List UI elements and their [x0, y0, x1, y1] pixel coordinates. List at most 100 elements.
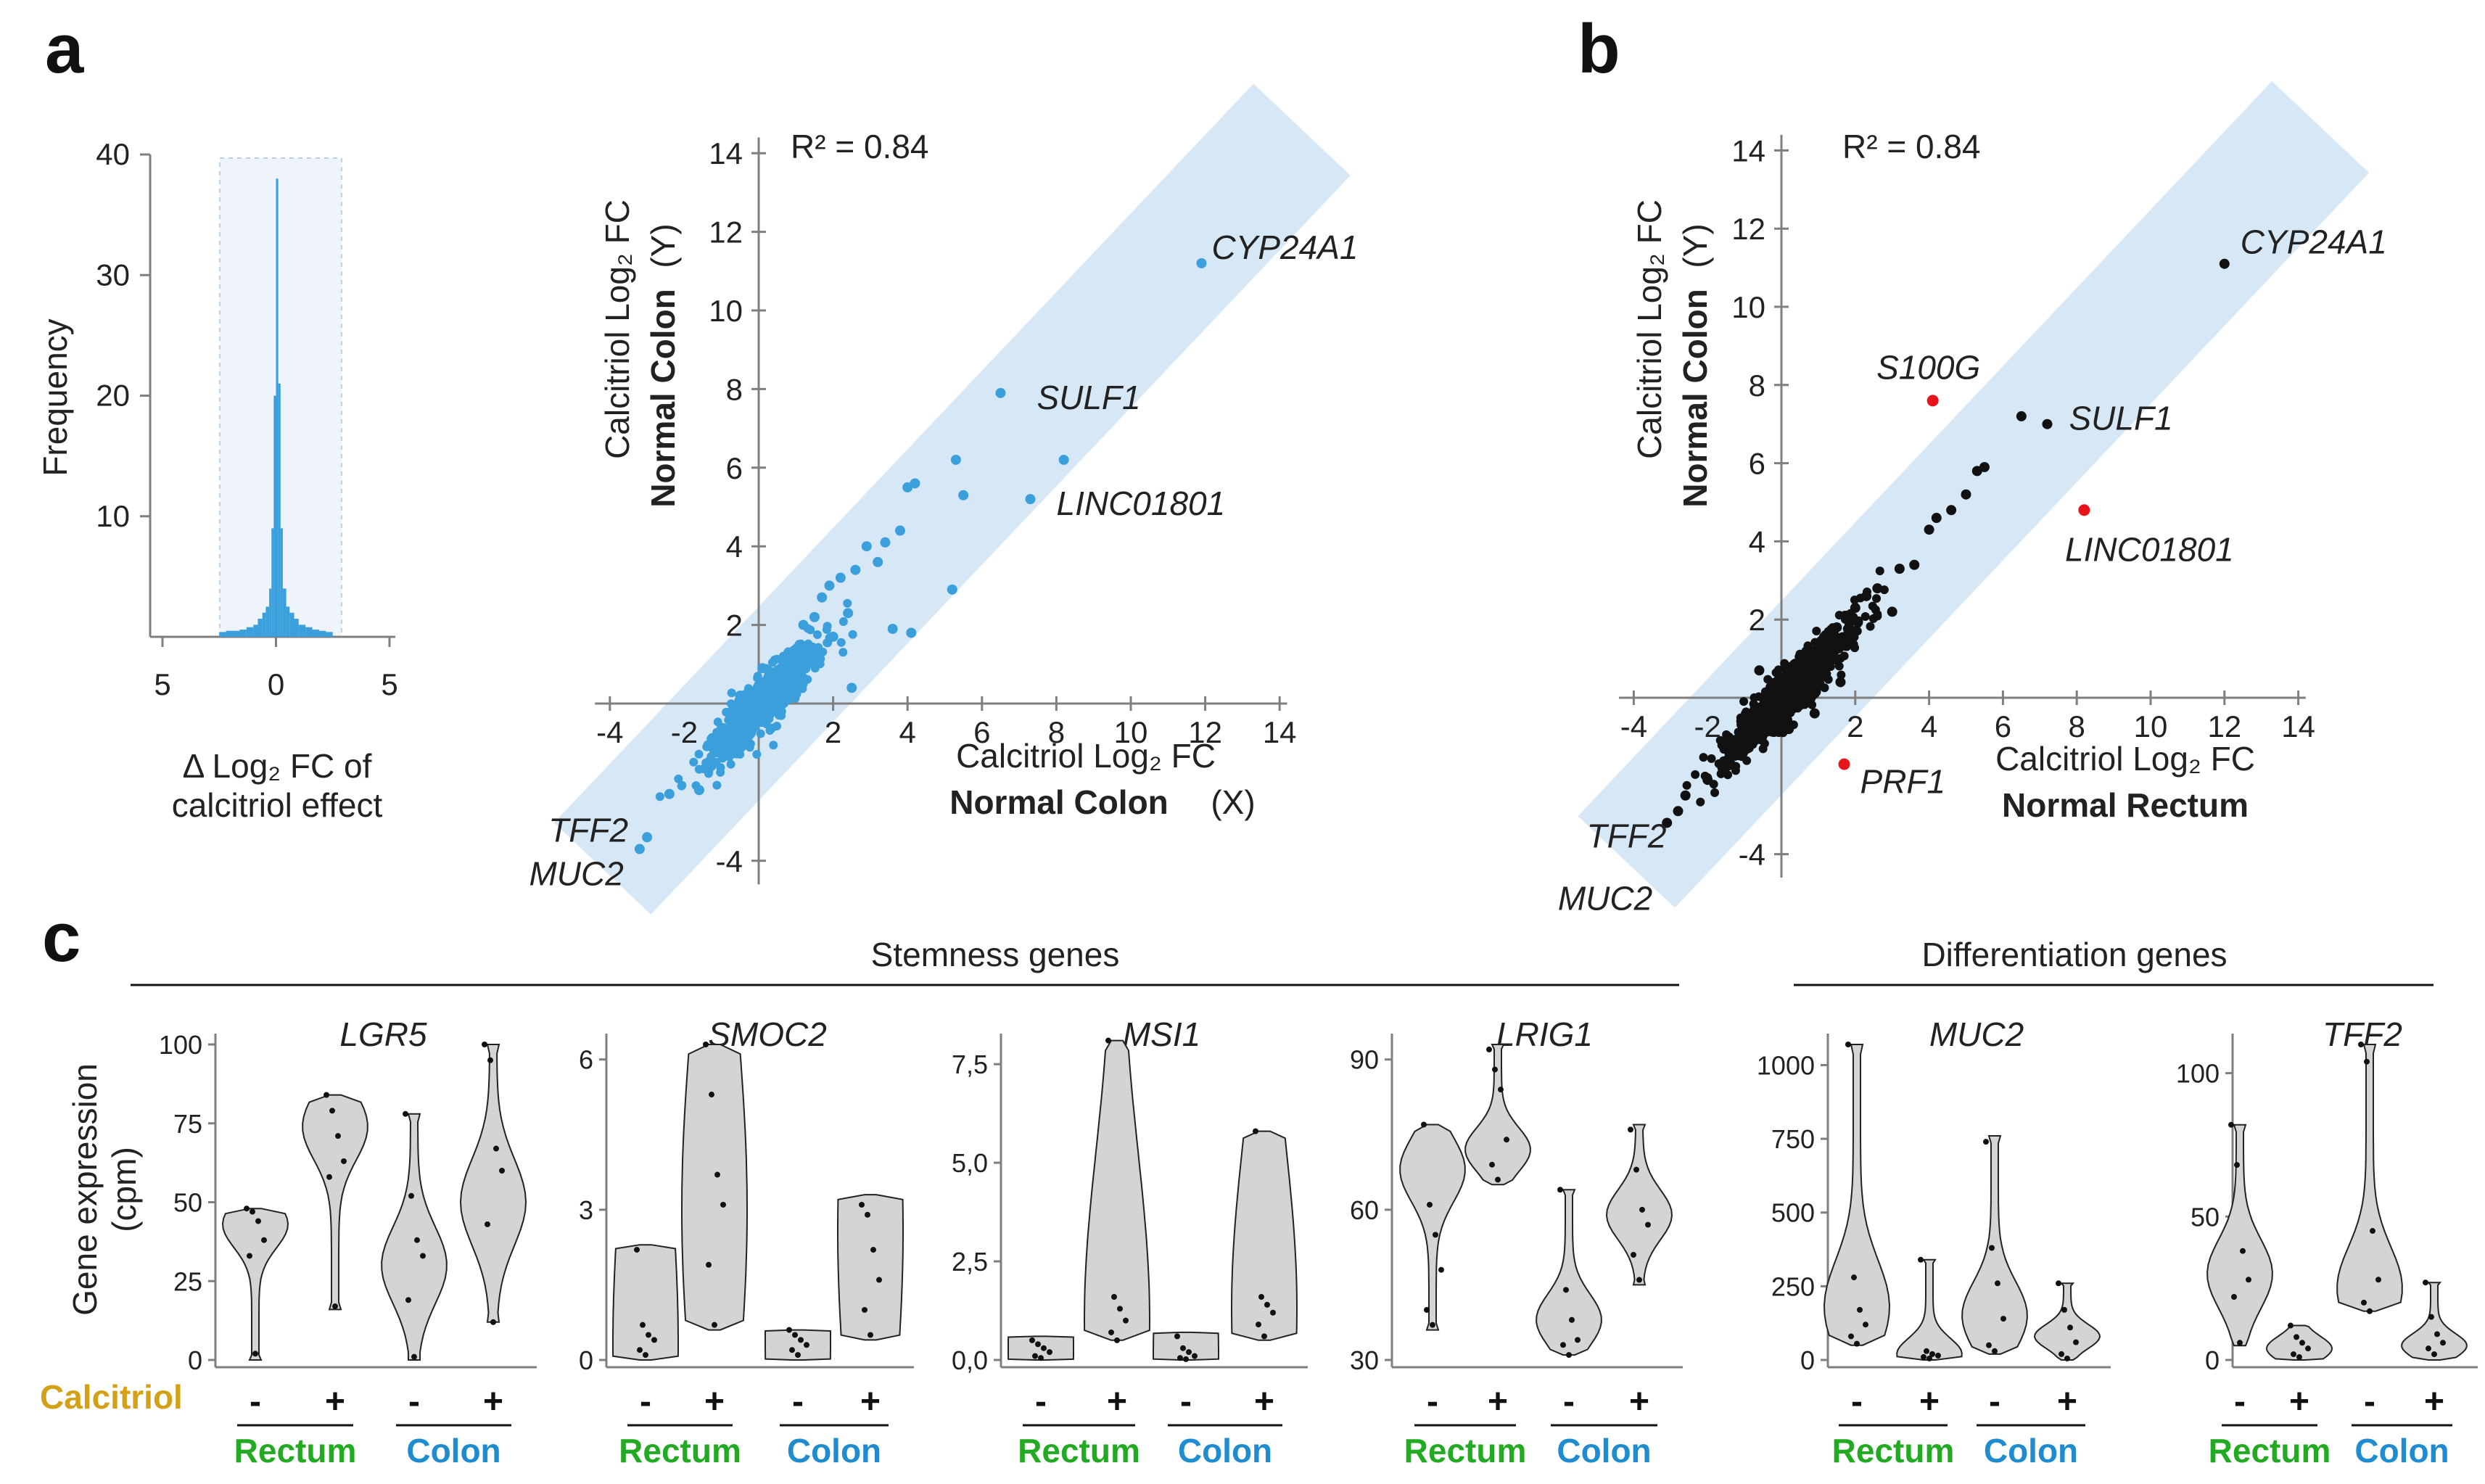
scatter-point: [706, 752, 716, 762]
violin-point: [1038, 1355, 1044, 1361]
violin-point: [2234, 1162, 2240, 1168]
violin-point: [1186, 1349, 1192, 1356]
scatter-point: [1691, 770, 1700, 779]
violin-point: [2434, 1331, 2440, 1337]
scatter-point: [1931, 513, 1942, 524]
violin-shape: [837, 1194, 904, 1341]
scatter-point: [1673, 806, 1684, 817]
violin-point: [1424, 1306, 1430, 1313]
violin-point: [1857, 1306, 1863, 1313]
violin-point: [1639, 1206, 1645, 1213]
scatter-point: [1680, 790, 1691, 801]
violin-point: [1628, 1126, 1633, 1133]
scatter-point: [1058, 454, 1069, 465]
violin-point: [1029, 1337, 1035, 1343]
scatter-point: [1804, 661, 1813, 670]
condition-label: -: [2234, 1382, 2246, 1421]
violin-point: [250, 1208, 255, 1215]
hist-bar: [246, 627, 254, 637]
scatter-point: [746, 687, 755, 696]
violin-point: [1438, 1266, 1444, 1273]
violin-point: [1192, 1353, 1198, 1359]
condition-label: +: [483, 1382, 503, 1421]
scatter-point: [1829, 640, 1839, 650]
scatter-point: [763, 710, 772, 720]
hist-y-ticks: 10 20 30 40: [96, 137, 150, 533]
scatter-a-ticks: -4 2 4 6 8 10 12 14 -4 2 4 6 8 10 12 14 -2: [596, 136, 1296, 878]
scatter-a-x-label-tail: (X): [1211, 783, 1255, 821]
scatter-a-y-label-tail: (Y): [644, 223, 682, 268]
scatter-point: [1847, 624, 1856, 634]
scatter-point: [1861, 590, 1872, 601]
y-tick-label: 6: [726, 451, 743, 485]
violin-point: [1631, 1252, 1636, 1258]
violin-y-tick-label: 6: [579, 1045, 593, 1075]
scatter-point: [2219, 258, 2230, 269]
violin-point: [1560, 1342, 1566, 1348]
scatter-point: [835, 572, 846, 583]
scatter-point: [1787, 701, 1797, 710]
violin-shape: [1153, 1331, 1219, 1361]
violin-point: [870, 1247, 876, 1253]
gene-label: SULF1: [1037, 379, 1140, 416]
violin-y-label-line2: (cpm): [105, 1147, 143, 1232]
x-tick-label: 10: [2134, 709, 2168, 743]
violin-point: [2423, 1279, 2428, 1286]
violin-point: [2294, 1334, 2299, 1340]
scatter-point: [770, 683, 780, 692]
violin-y-tick-label: 0: [1800, 1345, 1815, 1375]
violin-point: [2296, 1354, 2302, 1361]
violin-point: [798, 1337, 804, 1343]
hist-bar: [278, 383, 281, 637]
violin-point: [1489, 1161, 1495, 1168]
violin-point: [1575, 1337, 1581, 1343]
scatter-point: [742, 705, 751, 714]
x-tick-label: 6: [973, 715, 990, 749]
violin-subplot-muc2: MUC2 0 250 500 750 1000 - + - + Rectum Colon: [1757, 1015, 2111, 1469]
violin-shape: [2206, 1124, 2273, 1347]
group-label-rectum: Rectum: [2209, 1432, 2331, 1469]
violin-point: [326, 1174, 332, 1180]
scatter-point: [1850, 603, 1860, 614]
scatter-point: [1723, 762, 1733, 771]
violin-shape: [2401, 1282, 2468, 1361]
violin-point: [1935, 1352, 1941, 1359]
scatter-point: [674, 774, 683, 783]
violin-point: [1633, 1166, 1639, 1173]
violin-point: [2000, 1316, 2006, 1322]
condition-label: -: [1427, 1382, 1438, 1421]
panel-label-b: b: [1578, 10, 1620, 88]
violin-point: [493, 1145, 499, 1152]
scatter-point: [722, 707, 731, 717]
violin-y-tick-label: 50: [2191, 1202, 2220, 1232]
violin-shape: [1231, 1130, 1298, 1341]
x-tick-label: 6: [1995, 709, 2011, 743]
y-tick-label: 2: [726, 609, 743, 643]
violin-y-tick-label: 100: [2176, 1059, 2220, 1089]
violin-point: [1256, 1322, 1261, 1328]
x-tick-label: 2: [1847, 709, 1863, 743]
scatter-point: [735, 691, 746, 701]
scatter-a-r2: R² = 0.84: [791, 128, 929, 165]
violin-y-tick-label: 0: [579, 1345, 593, 1375]
violin-point: [646, 1332, 651, 1338]
scatter-point: [1758, 744, 1768, 754]
violin-point: [1253, 1128, 1258, 1134]
violin-point: [1992, 1348, 1998, 1354]
scatter-point: [1875, 566, 1884, 576]
condition-label: -: [250, 1382, 261, 1421]
scatter-b-x-label-line1: Calcitriol Log₂ FC: [1995, 740, 2255, 778]
scatter-point: [1894, 564, 1905, 574]
violin-point: [335, 1133, 341, 1139]
violin-point: [1918, 1256, 1924, 1263]
violin-point: [2073, 1339, 2079, 1345]
hist-bar: [273, 395, 276, 637]
scatter-point: [752, 704, 762, 714]
scatter-point: [786, 656, 796, 666]
scatter-point: [1850, 632, 1859, 642]
scatter-point: [1731, 762, 1741, 771]
scatter-point: [693, 785, 704, 796]
violin-y-tick-label: 5,0: [952, 1148, 988, 1178]
scatter-point: [798, 619, 809, 630]
